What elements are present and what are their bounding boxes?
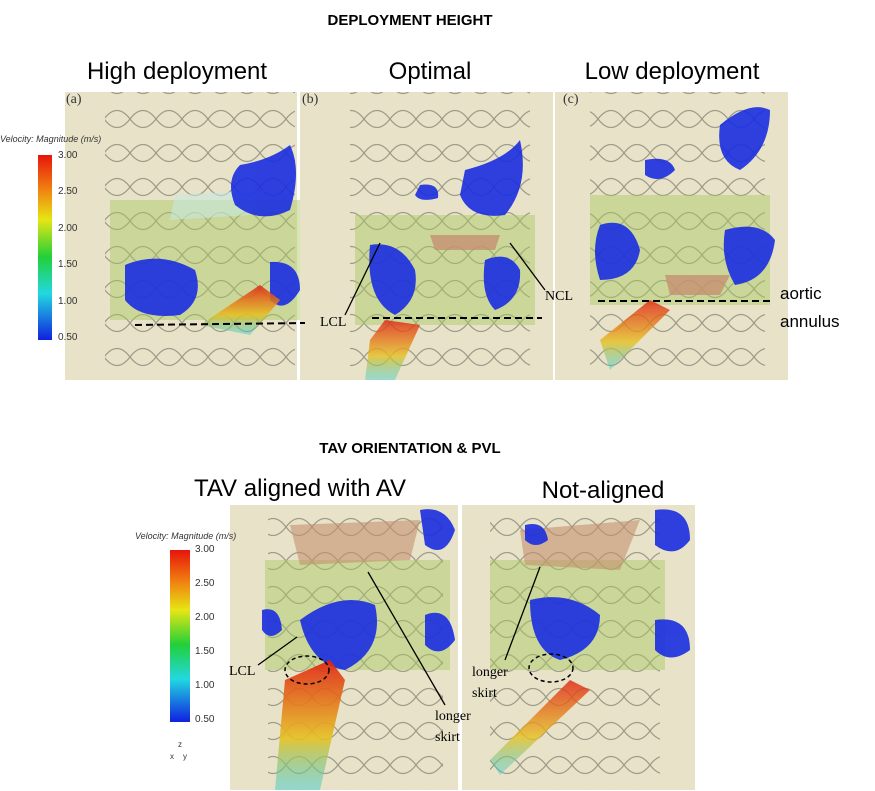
axis-label: y (183, 752, 187, 761)
section-title: DEPLOYMENT HEIGHT (327, 12, 493, 29)
panel-images (38, 92, 788, 790)
annotation: aortic annulus (780, 284, 840, 331)
panel-letter: (b) (302, 92, 319, 107)
colorbar-tick-label: 1.00 (195, 680, 215, 691)
colorbar-tick-label: 1.50 (58, 259, 78, 271)
colorbar-tick-label: 1.00 (58, 295, 78, 307)
annotation: longer skirt (435, 709, 471, 745)
axis-label: x (170, 752, 174, 761)
colorbar-tick-label: 2.00 (195, 612, 215, 623)
axis-label: z (178, 740, 182, 749)
colorbar-tick-label: 3.00 (195, 544, 215, 555)
annotation: LCL (320, 315, 347, 330)
panel-heading: High deployment (86, 58, 268, 85)
colorbar-tick-label: 2.00 (58, 222, 78, 234)
colorbar-label: Velocity: Magnitude (m/s) (135, 531, 237, 541)
annotation: longer skirt (472, 665, 508, 701)
colorbar-tick-label: 0.50 (58, 332, 78, 343)
panel-heading: Not-aligned (541, 477, 665, 504)
colorbar-tick-label: 0.50 (195, 714, 215, 725)
colorbar-tick-label: 1.50 (195, 646, 215, 657)
panel-heading: TAV aligned with AV (193, 475, 407, 502)
panel-heading: Optimal (388, 58, 472, 85)
section-title: TAV ORIENTATION & PVL (319, 440, 501, 457)
panel-heading: Low deployment (584, 58, 760, 85)
annotation: LCL (229, 664, 256, 679)
panel-letter: (a) (66, 92, 82, 107)
annotation: NCL (545, 289, 573, 304)
colorbar-label: Velocity: Magnitude (m/s) (0, 134, 102, 144)
colorbar-tick-label: 3.00 (58, 150, 78, 161)
panel-letter: (c) (563, 92, 579, 107)
colorbar-tick-label: 2.50 (58, 186, 78, 198)
colorbar-tick-label: 2.50 (195, 578, 215, 589)
